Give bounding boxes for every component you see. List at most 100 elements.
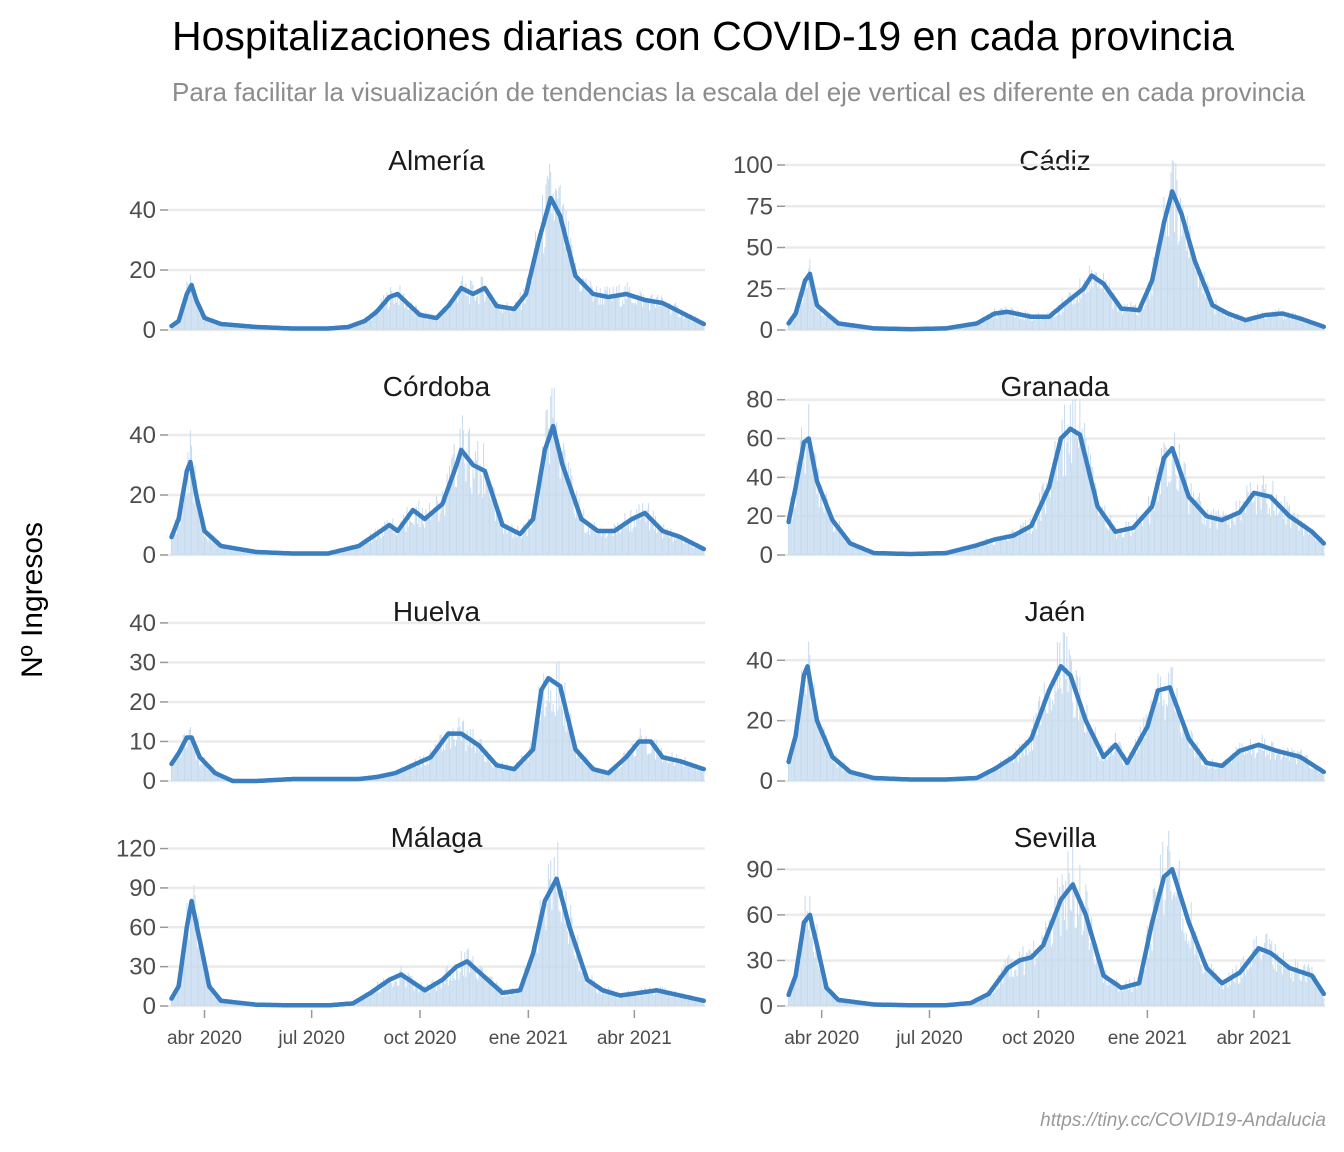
daily-bar bbox=[676, 306, 678, 330]
daily-bar bbox=[554, 878, 556, 1006]
daily-bar bbox=[1171, 160, 1173, 330]
daily-bar bbox=[1303, 965, 1305, 1006]
daily-bar bbox=[841, 323, 843, 330]
daily-bar bbox=[1216, 977, 1218, 1006]
daily-bar bbox=[1212, 305, 1213, 330]
daily-bar bbox=[1116, 538, 1118, 555]
daily-bar bbox=[1307, 534, 1309, 555]
daily-bar bbox=[519, 291, 521, 330]
daily-bar bbox=[458, 717, 460, 781]
daily-bar bbox=[365, 992, 367, 1006]
daily-bar bbox=[846, 539, 848, 555]
daily-bar bbox=[488, 762, 490, 781]
daily-bar bbox=[195, 759, 197, 781]
daily-bar bbox=[490, 499, 492, 555]
daily-bar bbox=[1067, 295, 1069, 330]
daily-bar bbox=[1022, 315, 1024, 330]
daily-bar bbox=[1125, 310, 1127, 330]
daily-bar bbox=[635, 755, 637, 781]
daily-bar bbox=[388, 306, 390, 330]
daily-bar bbox=[613, 991, 615, 1006]
daily-bar bbox=[822, 736, 824, 781]
daily-bar bbox=[483, 443, 485, 555]
daily-bar bbox=[506, 302, 508, 330]
daily-bar bbox=[1300, 980, 1302, 1006]
daily-bar bbox=[458, 295, 460, 330]
daily-bar bbox=[509, 996, 511, 1006]
daily-bar bbox=[1171, 449, 1173, 555]
daily-bar bbox=[603, 988, 605, 1006]
daily-bar bbox=[814, 684, 816, 781]
daily-bar bbox=[1261, 954, 1263, 1006]
daily-bar bbox=[1124, 986, 1126, 1006]
daily-bar bbox=[1145, 714, 1147, 781]
daily-bar bbox=[1009, 538, 1011, 555]
daily-bar bbox=[563, 442, 565, 555]
daily-bar bbox=[672, 996, 674, 1006]
daily-bar bbox=[1215, 762, 1217, 781]
daily-bar bbox=[1223, 980, 1225, 1006]
daily-bar bbox=[444, 983, 446, 1006]
daily-bar bbox=[1236, 313, 1238, 330]
daily-bar bbox=[481, 754, 483, 781]
facet-title-granada: Granada bbox=[1001, 371, 1110, 402]
daily-bar bbox=[214, 774, 216, 781]
daily-bars-cadiz bbox=[788, 160, 1325, 330]
daily-bar bbox=[185, 476, 187, 555]
daily-bar bbox=[486, 751, 488, 781]
daily-bar bbox=[677, 306, 679, 330]
daily-bar bbox=[584, 287, 586, 330]
daily-bar bbox=[374, 990, 376, 1006]
daily-bar bbox=[551, 711, 553, 781]
daily-bar bbox=[1152, 499, 1154, 555]
daily-bar bbox=[232, 546, 234, 555]
daily-bar bbox=[1207, 509, 1209, 555]
daily-bar bbox=[580, 972, 582, 1006]
daily-bar bbox=[1261, 734, 1263, 781]
daily-bar bbox=[1195, 271, 1197, 330]
daily-bar bbox=[797, 480, 799, 555]
daily-bar bbox=[493, 302, 495, 330]
daily-bar bbox=[407, 972, 409, 1006]
daily-bar bbox=[1101, 506, 1103, 555]
daily-bar bbox=[1320, 769, 1322, 781]
daily-bar bbox=[619, 306, 621, 330]
daily-bar bbox=[682, 537, 684, 555]
daily-bar bbox=[605, 290, 607, 330]
daily-bar bbox=[1323, 997, 1325, 1006]
daily-bar bbox=[626, 522, 628, 555]
daily-bar bbox=[684, 757, 686, 781]
daily-bar bbox=[996, 318, 998, 330]
daily-bar bbox=[532, 953, 534, 1006]
daily-bar bbox=[985, 538, 987, 555]
daily-bar bbox=[1037, 951, 1039, 1006]
moving-average-line-sevilla bbox=[786, 867, 1327, 1008]
daily-bar bbox=[534, 933, 536, 1006]
daily-bar bbox=[795, 316, 797, 330]
daily-bar bbox=[1085, 733, 1087, 781]
daily-bar bbox=[652, 742, 654, 781]
daily-bar bbox=[1145, 294, 1147, 330]
daily-bar bbox=[611, 990, 613, 1006]
daily-bar bbox=[1041, 314, 1043, 330]
daily-bar bbox=[510, 527, 512, 555]
daily-bar bbox=[1196, 741, 1198, 781]
daily-bar bbox=[426, 517, 428, 555]
daily-bar bbox=[689, 543, 691, 555]
daily-bar bbox=[593, 297, 595, 330]
daily-bar bbox=[1280, 963, 1282, 1006]
daily-bar bbox=[825, 735, 827, 781]
daily-bar bbox=[1311, 534, 1313, 555]
daily-bar bbox=[1024, 520, 1026, 555]
daily-bar bbox=[653, 304, 655, 330]
daily-bar bbox=[1208, 769, 1210, 781]
daily-bar bbox=[582, 278, 584, 330]
daily-bar bbox=[1000, 975, 1002, 1006]
daily-bar bbox=[680, 763, 682, 781]
daily-bar bbox=[1175, 162, 1177, 330]
daily-bar bbox=[1162, 842, 1164, 1006]
daily-bar bbox=[1273, 969, 1275, 1006]
ytick-label-malaga-120: 120 bbox=[116, 836, 156, 863]
daily-bar bbox=[997, 312, 999, 330]
